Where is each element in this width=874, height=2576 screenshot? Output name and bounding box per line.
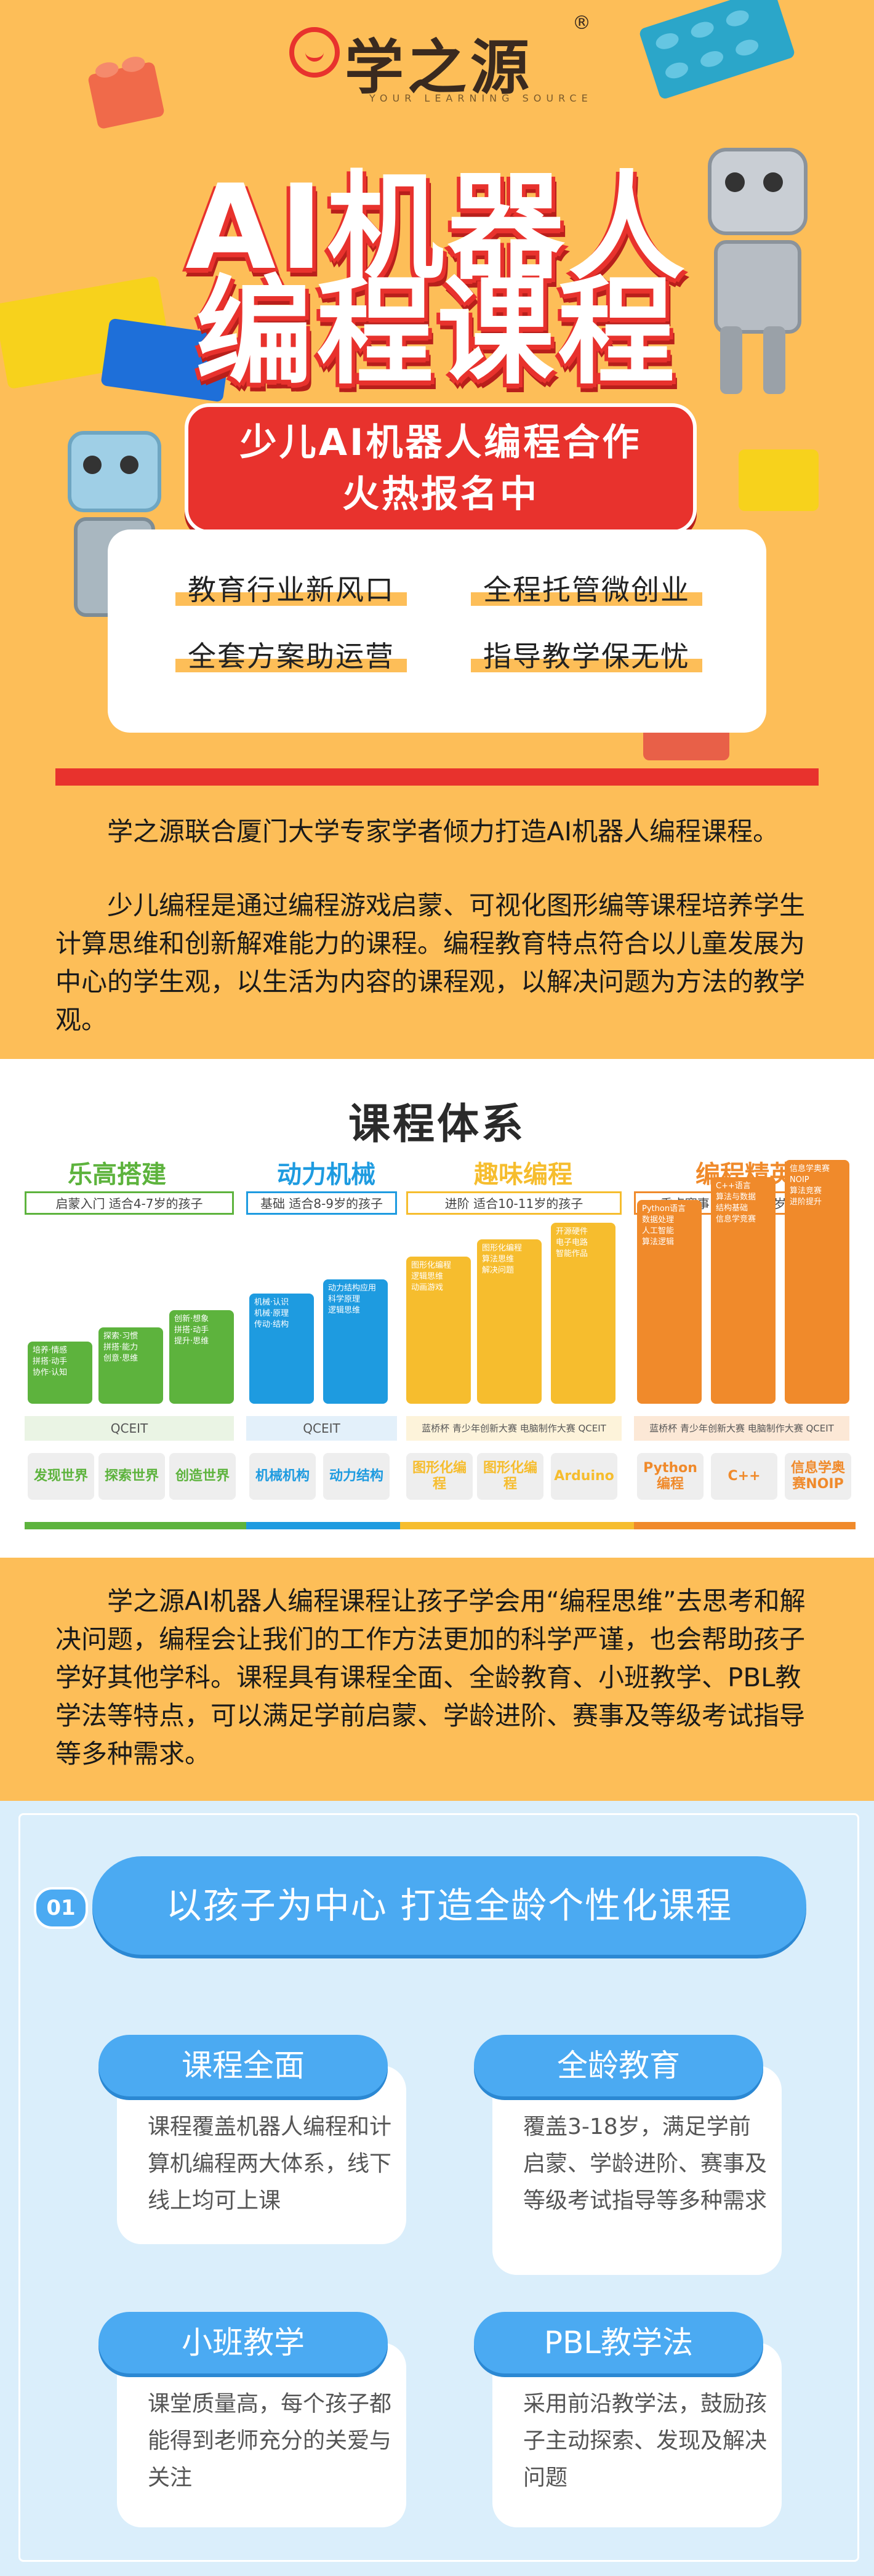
feature-card-body: 课堂质量高，每个孩子都能得到老师充分的关爱与关注: [148, 2391, 392, 2490]
description-paragraph: 少儿编程是通过编程游戏启蒙、可视化图形编等课程培养学生计算思维和创新解难能力的课…: [55, 890, 806, 1035]
features-header: 以孩子为中心 打造全龄个性化课程: [92, 1856, 806, 1955]
feature-card: 课程全面 课程覆盖机器人编程和计算机编程两大体系，线下线上均可上课: [98, 2035, 406, 2244]
feature-card-title: PBL教学法: [474, 2312, 763, 2373]
feature-card-title: 小班教学: [98, 2312, 388, 2373]
course-bar: 图形化编程 算法思维 解决问题: [477, 1239, 542, 1404]
course-bar: C++语言 算法与数据 结构基础 信息学竞赛: [711, 1177, 776, 1404]
section-number: 01: [34, 1887, 88, 1929]
blue-brick-icon: [638, 0, 796, 100]
logo-registered: ®: [572, 12, 591, 34]
course-bar: 图形化编程 逻辑思维 动画游戏: [406, 1257, 471, 1404]
course-chip: 图形化编程: [477, 1453, 543, 1500]
benefits-panel: 教育行业新风口 全程托管微创业 全套方案助运营 指导教学保无忧: [108, 529, 766, 733]
yellow-underline: [400, 1522, 634, 1529]
course-bar-label: 探索·习惯 拼搭·能力 创意·思维: [103, 1332, 138, 1363]
course-bar-label: 开源硬件 电子电路 智能作品: [556, 1227, 588, 1258]
course-chip: Python编程: [637, 1453, 704, 1500]
features-frame: [18, 1813, 859, 2562]
course-chip: 机械机构: [249, 1453, 316, 1500]
red-brick-icon: [87, 54, 166, 130]
course-bar-label: 动力结构应用 科学原理 逻辑思维: [328, 1284, 377, 1315]
benefit-tag: 指导教学保无忧: [471, 634, 702, 675]
feature-card: PBL教学法 采用前沿教学法，鼓励孩子主动探索、发现及解决问题: [474, 2312, 782, 2527]
course-system-title: 课程体系: [348, 1100, 526, 1149]
feature-card: 全龄教育 覆盖3-18岁，满足学前启蒙、学龄进阶、赛事及等级考试指导等多种需求: [474, 2035, 782, 2275]
stage-name: 乐高搭建: [68, 1161, 166, 1189]
cert-strip: QCEIT: [25, 1416, 234, 1441]
feature-card-title: 课程全面: [98, 2035, 388, 2096]
stage-name: 趣味编程: [474, 1161, 572, 1189]
feature-card: 小班教学 课堂质量高，每个孩子都能得到老师充分的关爱与关注: [98, 2312, 406, 2527]
course-bar: Python语言 数据处理 人工智能 算法逻辑: [637, 1200, 702, 1404]
blue-underline: [246, 1522, 400, 1529]
stage-subtitle: 基础 适合8-9岁的孩子: [246, 1191, 397, 1215]
yellow-brick-right-icon: [739, 449, 819, 511]
main-title-line1: AI机器人: [185, 159, 689, 296]
course-bar-label: 培养·情感 拼搭·动手 协作·认知: [33, 1346, 68, 1377]
course-bar: 创新·想象 拼搭·动手 提升·思维: [169, 1310, 234, 1404]
course-system: 课程体系 乐高搭建 动力机械 趣味编程 编程精英 启蒙入门 适合4-7岁的孩子 …: [0, 1059, 874, 1558]
course-chip: 图形化编程: [406, 1453, 473, 1500]
course-chip: 发现世界: [28, 1453, 94, 1500]
robot-right-icon: [677, 123, 825, 406]
course-bar: 机械·认识 机械·原理 传动·结构: [249, 1294, 314, 1404]
course-bar-label: 图形化编程 逻辑思维 动画游戏: [411, 1261, 452, 1292]
main-title-line2: 编程课程: [195, 264, 678, 400]
logo-text: 学之源: [345, 33, 533, 102]
course-chip: C++: [711, 1453, 777, 1500]
course-chip: Arduino: [551, 1453, 617, 1500]
course-bar-label: Python语言 数据处理 人工智能 算法逻辑: [642, 1204, 686, 1247]
feature-card-title: 全龄教育: [474, 2035, 763, 2096]
features-panel: 01 以孩子为中心 打造全龄个性化课程 课程全面 课程覆盖机器人编程和计算机编程…: [0, 1801, 874, 2576]
course-bar: 动力结构应用 科学原理 逻辑思维: [323, 1279, 388, 1404]
course-chip: 探索世界: [98, 1453, 165, 1500]
course-chip: 信息学奥赛NOIP: [785, 1453, 851, 1500]
feature-card-body: 覆盖3-18岁，满足学前启蒙、学龄进阶、赛事及等级考试指导等多种需求: [523, 2114, 768, 2213]
course-chip: 动力结构: [323, 1453, 390, 1500]
course-bar: 探索·习惯 拼搭·能力 创意·思维: [98, 1327, 163, 1404]
cert-strip: 蓝桥杯 青少年创新大赛 电脑制作大赛 QCEIT: [634, 1416, 849, 1441]
banner-line2: 火热报名中: [342, 473, 539, 516]
benefit-tag: 全套方案助运营: [175, 634, 407, 675]
banner-line1: 少儿AI机器人编程合作: [239, 421, 642, 464]
course-bar: 开源硬件 电子电路 智能作品: [551, 1223, 615, 1404]
logo-mark-icon: [289, 27, 340, 78]
feature-card-body: 课程覆盖机器人编程和计算机编程两大体系，线下线上均可上课: [148, 2114, 392, 2213]
intro-paragraph: 学之源联合厦门大学专家学者倾力打造AI机器人编程课程。: [107, 816, 779, 847]
logo: 学之源 ® YOUR LEARNING SOURCE: [283, 12, 603, 111]
orange-underline: [634, 1522, 856, 1529]
benefit-tag: 教育行业新风口: [175, 568, 407, 608]
enrollment-banner: 少儿AI机器人编程合作 火热报名中: [185, 403, 697, 534]
benefit-tag: 全程托管微创业: [471, 568, 702, 608]
course-bar-label: 机械·认识 机械·原理 传动·结构: [254, 1298, 289, 1329]
course-bar-label: 信息学奥赛 NOIP 算法竞赛 进阶提升: [790, 1164, 830, 1207]
course-bar-label: 创新·想象 拼搭·动手 提升·思维: [174, 1314, 209, 1346]
feature-card-body: 采用前沿教学法，鼓励孩子主动探索、发现及解决问题: [523, 2391, 768, 2490]
course-bar: 培养·情感 拼搭·动手 协作·认知: [28, 1342, 92, 1404]
course-chip: 创造世界: [169, 1453, 236, 1500]
course-bar-label: 图形化编程 算法思维 解决问题: [482, 1244, 523, 1275]
features-paragraph: 学之源AI机器人编程课程让孩子学会用“编程思维”去思考和解决问题，编程会让我们的…: [55, 1586, 806, 1769]
divider: [55, 768, 819, 786]
logo-subtitle: YOUR LEARNING SOURCE: [369, 92, 593, 104]
course-bar: 信息学奥赛 NOIP 算法竞赛 进阶提升: [785, 1160, 849, 1404]
course-bar-label: C++语言 算法与数据 结构基础 信息学竞赛: [716, 1181, 756, 1224]
stage-name: 动力机械: [277, 1161, 375, 1189]
cert-strip: 蓝桥杯 青少年创新大赛 电脑制作大赛 QCEIT: [406, 1416, 622, 1441]
cert-strip: QCEIT: [246, 1416, 397, 1441]
stage-subtitle: 进阶 适合10-11岁的孩子: [406, 1191, 622, 1215]
stage-subtitle: 启蒙入门 适合4-7岁的孩子: [25, 1191, 234, 1215]
